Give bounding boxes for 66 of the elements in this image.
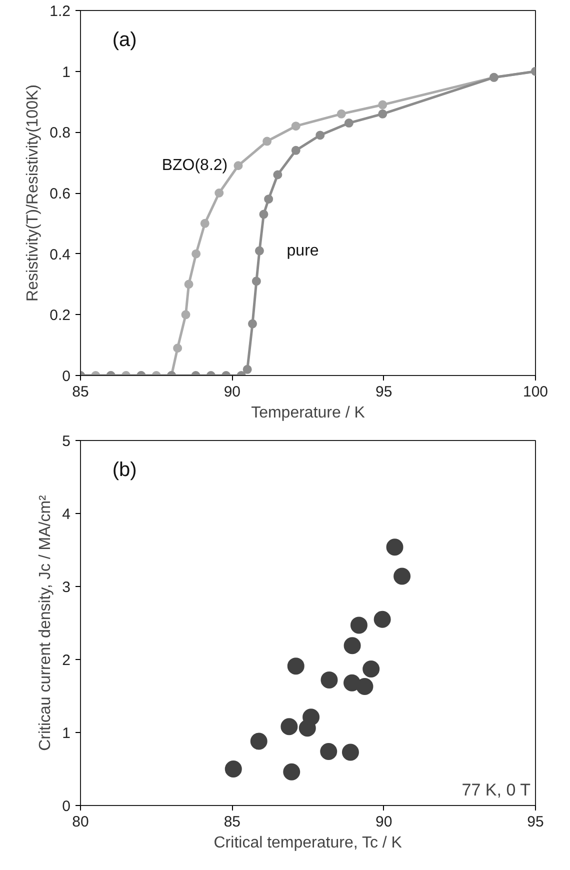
y-tick-label: 1: [62, 725, 70, 742]
point: [378, 109, 388, 118]
y-tick-label: 0.2: [50, 307, 71, 324]
point: [259, 210, 268, 219]
annotation: (b): [112, 458, 137, 481]
point: [283, 763, 300, 780]
point: [287, 658, 304, 675]
point: [344, 118, 354, 128]
point: [214, 188, 224, 198]
point: [316, 130, 325, 140]
point: [320, 742, 338, 760]
x-tick-label: 90: [224, 384, 241, 400]
point: [291, 122, 300, 131]
x-tick-label: 80: [72, 814, 89, 830]
point: [344, 637, 361, 654]
y-tick-label: 2: [62, 652, 70, 669]
y-tick-label: 1.2: [50, 3, 71, 20]
point: [184, 280, 194, 289]
point: [200, 218, 210, 228]
point: [254, 246, 264, 256]
point: [224, 760, 242, 778]
point: [252, 276, 261, 286]
point: [192, 249, 201, 258]
y-tick-label: 0: [62, 798, 70, 815]
point: [320, 671, 338, 688]
annotation: 77 K, 0 T: [462, 780, 530, 800]
x-tick-label: 100: [522, 384, 548, 400]
point: [362, 660, 380, 678]
point: [262, 136, 272, 146]
y-tick-label: 1: [62, 64, 70, 81]
point: [248, 319, 257, 328]
point: [386, 538, 404, 556]
point: [273, 170, 282, 180]
y-tick-label: 0.6: [50, 186, 71, 202]
x-tick-label: 95: [527, 814, 544, 830]
point: [356, 678, 374, 695]
point: [394, 568, 411, 585]
series-label: pure: [286, 242, 319, 260]
point: [181, 310, 190, 320]
y-tick-label: 0.4: [50, 246, 71, 264]
series-label: BZO(8.2): [162, 157, 228, 174]
point: [342, 744, 359, 761]
x-tick-label: 95: [375, 384, 392, 400]
annotation: (a): [112, 28, 137, 51]
y-tick-label: 5: [62, 433, 70, 450]
point: [280, 718, 298, 736]
point: [378, 100, 388, 110]
point: [291, 146, 300, 155]
point: [374, 610, 391, 628]
x-tick-label: 90: [375, 814, 392, 830]
y-tick-label: 4: [62, 506, 70, 523]
x-tick-label: 85: [72, 384, 89, 400]
point: [234, 161, 243, 170]
y-tick-label: 3: [62, 579, 70, 596]
x-axis-title: Critical temperature, Tc / K: [214, 834, 402, 852]
point: [336, 109, 346, 118]
point: [264, 194, 274, 204]
y-tick-label: 0.8: [50, 124, 71, 142]
y-tick-label: 0: [62, 368, 70, 385]
point: [250, 732, 268, 750]
point: [302, 708, 320, 726]
y-axis-title: Resistivity(T)/Resistivity(100K): [24, 84, 42, 302]
x-tick-label: 85: [224, 814, 241, 830]
x-axis-title: Temperature / K: [251, 404, 366, 422]
point: [350, 616, 368, 634]
y-axis-title: Criticau current density, Jc / MA/cm²: [37, 494, 54, 751]
